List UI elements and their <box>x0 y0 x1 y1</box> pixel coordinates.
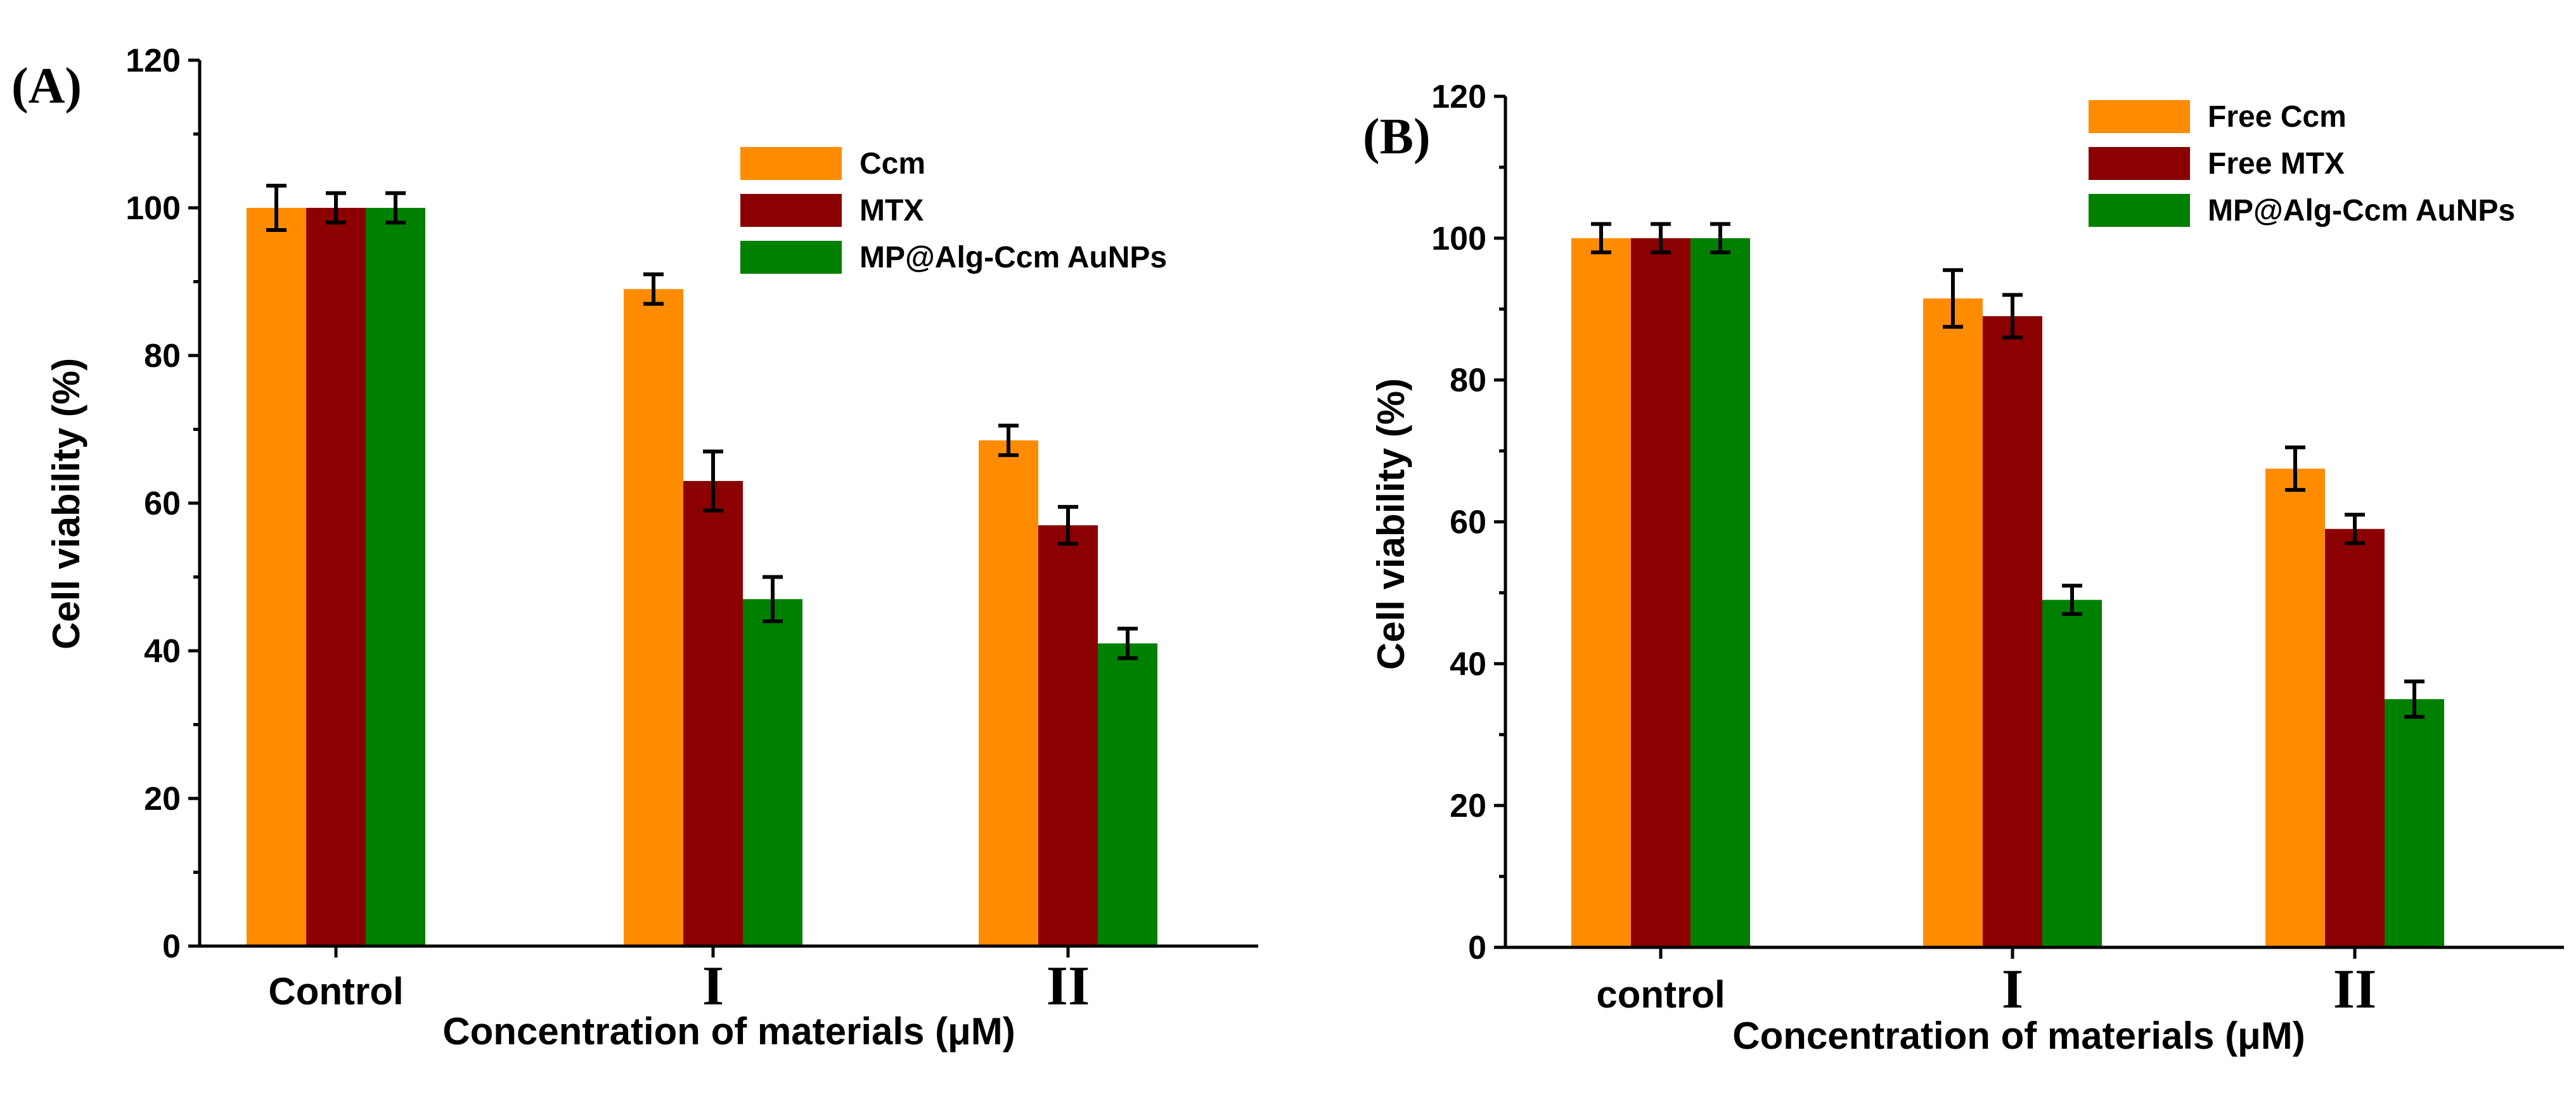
bar <box>366 208 425 946</box>
bar <box>1571 238 1631 947</box>
x-tick-label: Control <box>268 970 403 1013</box>
y-tick-label: 120 <box>126 42 181 79</box>
legend-swatch <box>2089 194 2190 227</box>
y-tick-label: 60 <box>144 485 181 522</box>
y-tick-label: 80 <box>144 338 181 375</box>
bar <box>1690 238 1750 947</box>
y-tick-label: 60 <box>1450 504 1486 541</box>
y-tick-label: 20 <box>144 781 181 817</box>
y-tick-label: 120 <box>1431 79 1486 115</box>
bar <box>1983 316 2042 948</box>
bar <box>743 599 802 946</box>
y-tick-label: 20 <box>1450 788 1486 824</box>
bar <box>1631 238 1690 947</box>
bar <box>2325 528 2385 947</box>
bar <box>247 208 306 946</box>
bar <box>1038 525 1098 946</box>
panel-label: (B) <box>1363 109 1431 165</box>
y-tick-label: 40 <box>144 633 181 670</box>
legend: Ccm MTX MP@Alg-Ccm AuNPs <box>740 147 1167 274</box>
legend-swatch <box>740 194 842 227</box>
bar <box>1098 643 1157 946</box>
y-tick-label: 0 <box>1468 930 1486 966</box>
legend-label: MP@Alg-Ccm AuNPs <box>860 241 1167 274</box>
y-axis-title: Cell viability (%) <box>1370 378 1412 670</box>
legend-swatch <box>2089 100 2190 133</box>
bar <box>624 289 683 946</box>
legend-swatch <box>740 147 842 180</box>
x-tick-label: I <box>702 956 724 1017</box>
bar <box>1923 298 1983 947</box>
x-tick-label: control <box>1596 973 1725 1016</box>
x-tick-label: II <box>1046 956 1090 1017</box>
legend-label: Free MTX <box>2208 147 2345 181</box>
legend-label: MTX <box>860 194 924 227</box>
x-tick-label: II <box>2333 959 2377 1020</box>
y-tick-label: 80 <box>1450 362 1486 399</box>
bar <box>2385 699 2444 947</box>
bar <box>683 481 743 946</box>
legend-label: Free Ccm <box>2208 100 2347 134</box>
y-axis-title: Cell viability (%) <box>45 358 87 650</box>
legend-swatch <box>740 241 842 274</box>
y-tick-label: 0 <box>162 928 181 965</box>
bar <box>306 208 366 946</box>
y-tick-label: 40 <box>1450 646 1486 682</box>
legend-swatch <box>2089 147 2190 180</box>
x-axis-title: Concentration of materials (μM) <box>1732 1015 2305 1057</box>
x-axis-title: Concentration of materials (μM) <box>442 1010 1015 1053</box>
legend-label: Ccm <box>860 147 925 181</box>
y-tick-label: 100 <box>1431 221 1486 257</box>
y-tick-label: 100 <box>126 190 181 227</box>
legend: Free Ccm Free MTX MP@Alg-Ccm AuNPs <box>2089 100 2515 227</box>
bar <box>2042 599 2102 947</box>
x-tick-label: I <box>2002 959 2023 1020</box>
bar <box>2265 468 2325 947</box>
bar <box>979 440 1038 946</box>
panel-label: (A) <box>11 58 82 114</box>
legend-label: MP@Alg-Ccm AuNPs <box>2208 194 2515 227</box>
